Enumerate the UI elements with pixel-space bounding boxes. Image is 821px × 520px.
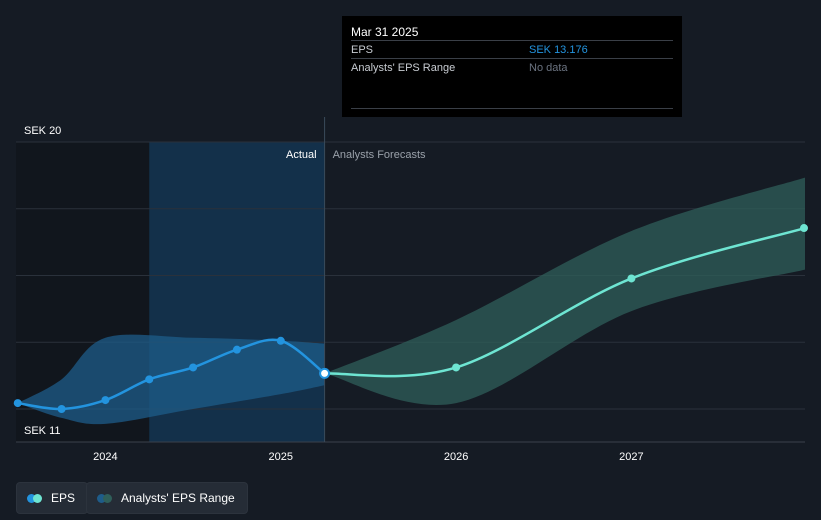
x-tick-label: 2027 <box>619 451 643 463</box>
tooltip-range-value: No data <box>529 62 568 74</box>
eps-line-forecast <box>324 226 806 378</box>
tooltip-range-row: Analysts' EPS Range No data <box>351 58 673 77</box>
eps-point <box>13 399 22 408</box>
eps-point <box>145 375 154 384</box>
eps-current-point <box>319 367 331 379</box>
y-axis-top-label: SEK 20 <box>24 125 61 137</box>
range-band-actual <box>17 334 325 425</box>
tooltip-range-label: Analysts' EPS Range <box>351 62 456 74</box>
tooltip-eps-value: SEK 13.176 <box>529 44 588 56</box>
legend-eps-label: EPS <box>51 491 76 505</box>
range-legend-icon <box>97 493 113 503</box>
eps-point <box>452 363 461 372</box>
actual-label: Actual <box>286 149 317 161</box>
legend-eps[interactable]: EPS <box>16 482 89 514</box>
eps-point <box>627 274 636 283</box>
eps-point <box>189 363 198 372</box>
tooltip-date: Mar 31 2025 <box>351 25 419 39</box>
legend-range-label: Analysts' EPS Range <box>121 491 235 505</box>
tooltip: Mar 31 2025 EPS SEK 13.176 Analysts' EPS… <box>342 16 682 117</box>
x-tick-label: 2024 <box>93 451 117 463</box>
eps-point <box>276 336 285 345</box>
tooltip-separator <box>351 108 673 109</box>
forecast-label: Analysts Forecasts <box>333 149 426 161</box>
x-tick-label: 2025 <box>269 451 293 463</box>
tooltip-eps-row: EPS SEK 13.176 <box>351 40 673 59</box>
eps-point <box>57 405 66 413</box>
eps-point <box>232 345 241 354</box>
eps-forecast-end-point <box>800 224 808 233</box>
tooltip-eps-label: EPS <box>351 44 374 56</box>
legend-range[interactable]: Analysts' EPS Range <box>86 482 248 514</box>
y-axis-bottom-label: SEK 11 <box>24 425 61 437</box>
range-band-forecast <box>324 177 805 405</box>
eps-point <box>101 396 110 405</box>
x-tick-label: 2026 <box>444 451 468 463</box>
eps-legend-icon <box>27 493 43 503</box>
